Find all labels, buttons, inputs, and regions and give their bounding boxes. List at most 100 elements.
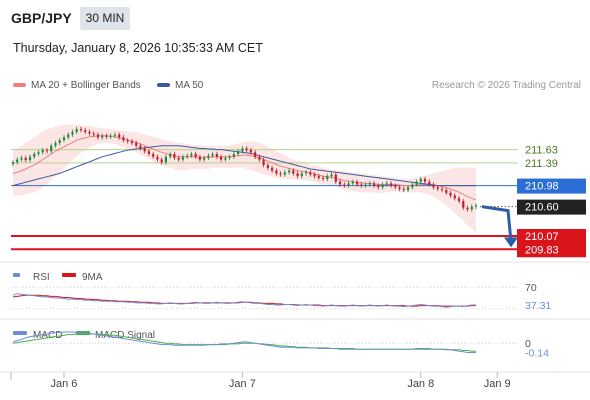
- candle-body: [207, 155, 210, 158]
- candle-body: [279, 173, 282, 175]
- candle-body: [347, 183, 350, 186]
- macd-signal-line: [12, 333, 476, 352]
- candle-body: [462, 201, 465, 208]
- candle-body: [75, 129, 78, 132]
- candle-body: [440, 188, 444, 190]
- candle-body: [474, 205, 478, 207]
- candle-body: [428, 181, 431, 185]
- candle-body: [313, 174, 316, 177]
- candle-body: [177, 157, 180, 160]
- ma20-line: [12, 135, 477, 201]
- rsi-9ma-legend-label: 9MA: [82, 272, 103, 283]
- candle-body: [20, 157, 23, 160]
- legend-ma20-label: MA 20 + Bollinger Bands: [31, 80, 141, 91]
- candle-body: [322, 177, 325, 179]
- candle-body: [147, 151, 150, 154]
- candle-body: [109, 135, 112, 137]
- candle-body: [130, 141, 133, 143]
- candle-body: [143, 148, 146, 152]
- candle-body: [45, 150, 49, 152]
- candle-body: [58, 140, 61, 143]
- last-price-label: 210.60: [525, 202, 559, 214]
- ma20-swatch: [13, 83, 26, 88]
- level-label-1: 211.39: [525, 158, 558, 170]
- candle-body: [211, 154, 214, 156]
- x-tick-label-2: Jan 8: [407, 378, 434, 390]
- candle-body: [364, 184, 367, 186]
- candle-body: [24, 157, 27, 161]
- timeframe-button[interactable]: 30 MIN: [80, 7, 130, 30]
- candle-body: [84, 130, 87, 132]
- candle-body: [181, 156, 184, 160]
- candle-body: [423, 178, 427, 182]
- rsi-9ma-line: [12, 294, 476, 307]
- candle-body: [113, 134, 116, 136]
- candle-body: [356, 181, 359, 185]
- candle-body: [232, 154, 235, 157]
- level-label-4: 209.83: [525, 244, 559, 256]
- candle-body: [135, 142, 138, 146]
- candle-body: [288, 170, 291, 173]
- bollinger-band: [13, 124, 476, 233]
- candle-body: [368, 183, 371, 185]
- candle-body: [190, 154, 193, 156]
- legend-ma50: MA 50: [157, 80, 203, 91]
- symbol-title: GBP/JPY: [11, 10, 72, 26]
- candle-body: [317, 176, 320, 178]
- forecast-arrow: [481, 205, 513, 242]
- candle-body: [249, 150, 252, 153]
- candle-body: [339, 181, 342, 185]
- candle-body: [67, 134, 70, 138]
- level-tag-3: [517, 228, 586, 244]
- candle-body: [41, 150, 44, 153]
- candle-body: [305, 172, 308, 174]
- candle-body: [160, 159, 163, 163]
- candle-body: [241, 148, 244, 152]
- macd-line: [12, 331, 476, 353]
- candle-body: [411, 184, 414, 188]
- level-tag-4: [517, 242, 586, 258]
- macd-last-value: -0.14: [525, 347, 549, 359]
- candle-body: [96, 134, 100, 138]
- candle-body: [105, 135, 108, 137]
- candle-body: [101, 135, 104, 138]
- candle-body: [92, 133, 95, 135]
- candle-body: [309, 172, 312, 175]
- candle-body: [173, 154, 176, 158]
- candle-body: [398, 187, 401, 189]
- candle-body: [381, 184, 384, 188]
- candle-body: [402, 188, 405, 190]
- candle-body: [330, 174, 333, 177]
- candle-body: [11, 162, 15, 164]
- candle-body: [79, 129, 83, 131]
- candle-body: [169, 154, 172, 157]
- candle-body: [224, 157, 227, 160]
- ma50-swatch: [157, 83, 170, 88]
- chart-datetime: Thursday, January 8, 2026 10:35:33 AM CE…: [13, 41, 263, 55]
- candle-body: [71, 131, 74, 135]
- candle-body: [373, 183, 376, 186]
- macd-signal-legend-label: MACD Signal: [95, 330, 155, 341]
- candle-body: [88, 131, 91, 134]
- macd-swatch: [13, 331, 27, 335]
- candle-body: [436, 187, 439, 189]
- candle-body: [326, 176, 329, 179]
- level-tag-2: [517, 178, 586, 194]
- candle-body: [445, 190, 448, 193]
- candle-body: [296, 173, 299, 177]
- x-tick-label-0: Jan 6: [51, 378, 78, 390]
- rsi-last-value: 37.31: [525, 300, 551, 312]
- candle-body: [262, 159, 265, 165]
- rsi-swatch: [13, 273, 20, 277]
- forecast-arrow-head: [504, 237, 518, 248]
- candle-body: [453, 195, 456, 199]
- candle-body: [237, 151, 240, 154]
- candle-body: [139, 145, 142, 149]
- candle-body: [37, 152, 40, 154]
- candle-body: [62, 137, 66, 141]
- candle-body: [122, 137, 125, 141]
- candle-body: [334, 174, 337, 182]
- candle-body: [470, 206, 473, 210]
- candle-body: [266, 165, 269, 168]
